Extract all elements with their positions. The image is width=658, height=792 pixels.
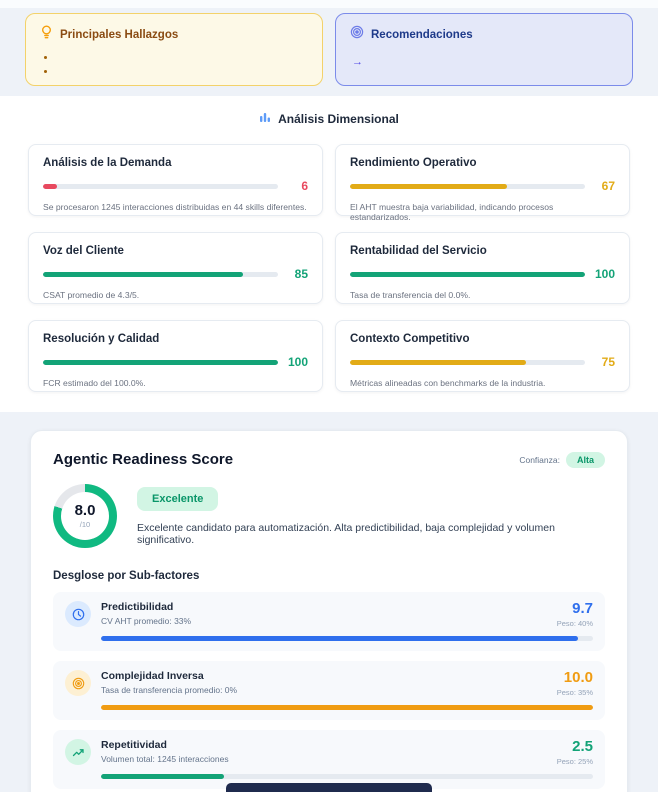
lightbulb-icon <box>40 25 53 45</box>
ars-title: Agentic Readiness Score <box>53 451 234 468</box>
dimension-title: Resolución y Calidad <box>43 333 160 345</box>
dimension-progress-fill <box>43 183 58 189</box>
subfactor-score: 10.0 <box>563 669 593 686</box>
subfactor-score: 9.7 <box>572 600 593 617</box>
dimension-title: Contexto Competitivo <box>350 333 470 345</box>
dimension-card-demanda: Análisis de la Demanda 6 Se procesaron 1… <box>28 144 323 216</box>
dimension-score: 100 <box>287 355 308 369</box>
dimension-score: 85 <box>294 267 308 281</box>
subfactor-name: Predictibilidad <box>101 601 174 613</box>
confidence-badge: Alta <box>565 451 605 468</box>
trend-up-icon <box>65 739 91 765</box>
subfactor-progress-track <box>101 774 593 779</box>
score-max: /10 <box>79 519 91 529</box>
subfactor-row-complejidad: Complejidad Inversa Tasa de transferenci… <box>53 661 605 720</box>
dimension-progress-track <box>43 271 278 277</box>
confidence-label: Confianza: <box>519 454 560 465</box>
agentic-readiness-card: Agentic Readiness Score Confianza: Alta … <box>30 430 628 792</box>
hallazgo-item <box>44 56 308 59</box>
recommendation-arrow: → <box>352 56 363 68</box>
subfactor-row-repetitividad: Repetitividad Volumen total: 1245 intera… <box>53 730 605 789</box>
ars-description: Excelente candidato para automatización.… <box>137 521 555 546</box>
breakdown-title: Desglose por Sub-factores <box>53 570 200 582</box>
dimension-progress-track <box>43 359 278 365</box>
bar-chart-icon <box>259 110 271 128</box>
subfactor-progress-track <box>101 636 593 641</box>
hallazgos-title: Principales Hallazgos <box>60 29 179 41</box>
dimensional-title: Análisis Dimensional <box>278 112 399 126</box>
dimension-description: FCR estimado del 100.0%. <box>43 378 146 388</box>
subfactor-progress-fill <box>101 774 224 779</box>
subfactor-name: Complejidad Inversa <box>101 670 204 682</box>
subfactor-weight: Peso: 25% <box>556 757 593 766</box>
dimensional-section: Análisis Dimensional Análisis de la Dema… <box>0 96 658 412</box>
dimension-card-contexto: Contexto Competitivo 75 Métricas alinead… <box>335 320 630 392</box>
dimension-score: 6 <box>301 179 308 193</box>
highlight-cards-row: Principales Hallazgos Recomendaciones → <box>0 8 658 86</box>
dimension-progress-track <box>43 183 278 189</box>
subfactor-weight: Peso: 35% <box>556 688 593 697</box>
dimension-grid: Análisis de la Demanda 6 Se procesaron 1… <box>28 144 630 392</box>
top-strip <box>0 0 658 8</box>
recomendaciones-title: Recomendaciones <box>371 28 473 41</box>
clock-icon <box>65 601 91 627</box>
score-value: 8.0 <box>74 502 96 520</box>
target-icon <box>65 670 91 696</box>
subfactor-weight: Peso: 40% <box>556 619 593 628</box>
dimension-title: Rendimiento Operativo <box>350 157 477 169</box>
subfactor-row-predictibilidad: Predictibilidad CV AHT promedio: 33% 9.7… <box>53 592 605 651</box>
dimension-progress-track <box>350 359 585 365</box>
subfactor-detail: Tasa de transferencia promedio: 0% <box>101 685 238 695</box>
dimension-progress-fill <box>43 359 278 365</box>
recomendaciones-card: Recomendaciones → <box>335 13 633 86</box>
dimension-progress-fill <box>350 359 527 365</box>
footer-bar <box>226 783 432 792</box>
hallazgo-item <box>44 70 308 73</box>
dimension-card-voz-cliente: Voz del Cliente 85 CSAT promedio de 4.3/… <box>28 232 323 304</box>
dimension-title: Análisis de la Demanda <box>43 157 172 169</box>
dimension-card-resolucion: Resolución y Calidad 100 FCR estimado de… <box>28 320 323 392</box>
dimension-title: Voz del Cliente <box>43 245 124 257</box>
dimension-score: 75 <box>601 355 615 369</box>
dimensional-header: Análisis Dimensional <box>28 110 630 128</box>
subfactor-detail: Volumen total: 1245 interacciones <box>101 754 229 764</box>
dimension-title: Rentabilidad del Servicio <box>350 245 487 257</box>
subfactor-progress-track <box>101 705 593 710</box>
dimension-description: Tasa de transferencia del 0.0%. <box>350 290 471 300</box>
dimension-card-rentabilidad: Rentabilidad del Servicio 100 Tasa de tr… <box>335 232 630 304</box>
subfactor-score: 2.5 <box>572 738 593 755</box>
dimension-score: 67 <box>601 179 615 193</box>
subfactor-progress-fill <box>101 705 593 710</box>
dimension-description: Métricas alineadas con benchmarks de la … <box>350 378 546 388</box>
rating-badge: Excelente <box>137 486 219 511</box>
dimension-description: El AHT muestra baja variabilidad, indica… <box>350 202 554 222</box>
score-donut: 8.0 /10 <box>53 484 117 548</box>
dimension-description: Se procesaron 1245 interacciones distrib… <box>43 202 307 212</box>
dimension-progress-track <box>350 271 585 277</box>
subfactor-name: Repetitividad <box>101 739 167 751</box>
dimension-progress-fill <box>350 183 508 189</box>
subfactor-detail: CV AHT promedio: 33% <box>101 616 192 626</box>
principales-hallazgos-card: Principales Hallazgos <box>25 13 323 86</box>
bullet-icon <box>44 70 47 73</box>
target-icon <box>350 25 364 44</box>
dimension-card-rendimiento: Rendimiento Operativo 67 El AHT muestra … <box>335 144 630 222</box>
dimension-progress-fill <box>43 271 243 277</box>
dimension-progress-track <box>350 183 585 189</box>
dimension-score: 100 <box>594 267 615 281</box>
dimension-description: CSAT promedio de 4.3/5. <box>43 290 140 300</box>
subfactor-progress-fill <box>101 636 579 641</box>
dimension-progress-fill <box>350 271 585 277</box>
bullet-icon <box>44 56 47 59</box>
